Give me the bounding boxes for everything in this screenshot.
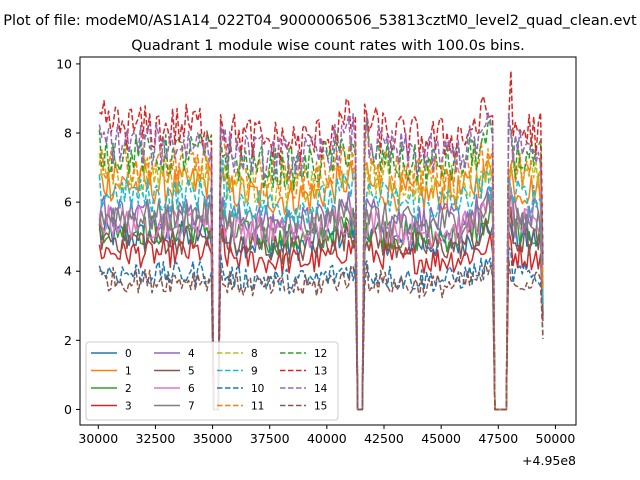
series-line-9 (98, 157, 544, 411)
series-group (98, 70, 544, 411)
series-line-14 (98, 111, 544, 411)
legend-label-4: 4 (188, 348, 195, 360)
x-tick-label: 42500 (364, 431, 404, 446)
legend-label-7: 7 (188, 401, 195, 413)
axes-frame (79, 56, 577, 426)
series-line-10 (98, 246, 544, 411)
legend-label-5: 5 (188, 366, 195, 378)
x-tick-label: 32500 (136, 431, 176, 446)
y-tick-label: 0 (64, 402, 72, 417)
legend-label-10: 10 (251, 383, 264, 395)
y-tick-label: 4 (64, 264, 72, 279)
x-tick-label: 47500 (478, 431, 518, 446)
x-tick-label: 40000 (307, 431, 347, 446)
series-line-3 (98, 227, 544, 411)
legend-label-0: 0 (125, 348, 132, 360)
x-tick-label: 30000 (78, 431, 118, 446)
series-line-7 (98, 191, 544, 411)
series-line-15 (99, 256, 544, 411)
series-line-13 (98, 70, 544, 411)
x-tick-label: 35000 (193, 431, 233, 446)
x-tick-label: 37500 (250, 431, 290, 446)
legend-label-9: 9 (251, 366, 258, 378)
legend-label-12: 12 (314, 348, 327, 360)
chart-suptitle: Plot of file: modeM0/AS1A14_022T04_90000… (3, 13, 637, 29)
x-axis: 30000 32500 35000 37500 40000 42500 45000 47500… (78, 425, 575, 446)
x-tick-label: 50000 (536, 431, 576, 446)
series-line-5 (98, 206, 544, 411)
x-tick-label: 45000 (421, 431, 461, 446)
legend-box (85, 341, 339, 421)
y-axis: 0 2 4 6 8 10 (56, 56, 80, 417)
chart-title: Quadrant 1 module wise count rates with … (131, 38, 525, 54)
legend-label-14: 14 (314, 383, 328, 395)
series-line-1 (99, 159, 544, 411)
x-offset-label: +4.95e8 (522, 453, 576, 468)
series-line-11 (98, 113, 544, 411)
legend-label-13: 13 (314, 366, 327, 378)
legend-label-8: 8 (251, 348, 258, 360)
y-tick-label: 2 (64, 333, 72, 348)
legend-label-6: 6 (188, 383, 195, 395)
legend-label-3: 3 (125, 401, 132, 413)
legend-label-15: 15 (314, 401, 327, 413)
legend-label-11: 11 (251, 401, 264, 413)
legend-label-1: 1 (125, 366, 132, 378)
legend-label-2: 2 (125, 383, 132, 395)
y-tick-label: 8 (64, 126, 72, 141)
y-tick-label: 10 (56, 56, 72, 71)
y-tick-label: 6 (64, 195, 72, 210)
